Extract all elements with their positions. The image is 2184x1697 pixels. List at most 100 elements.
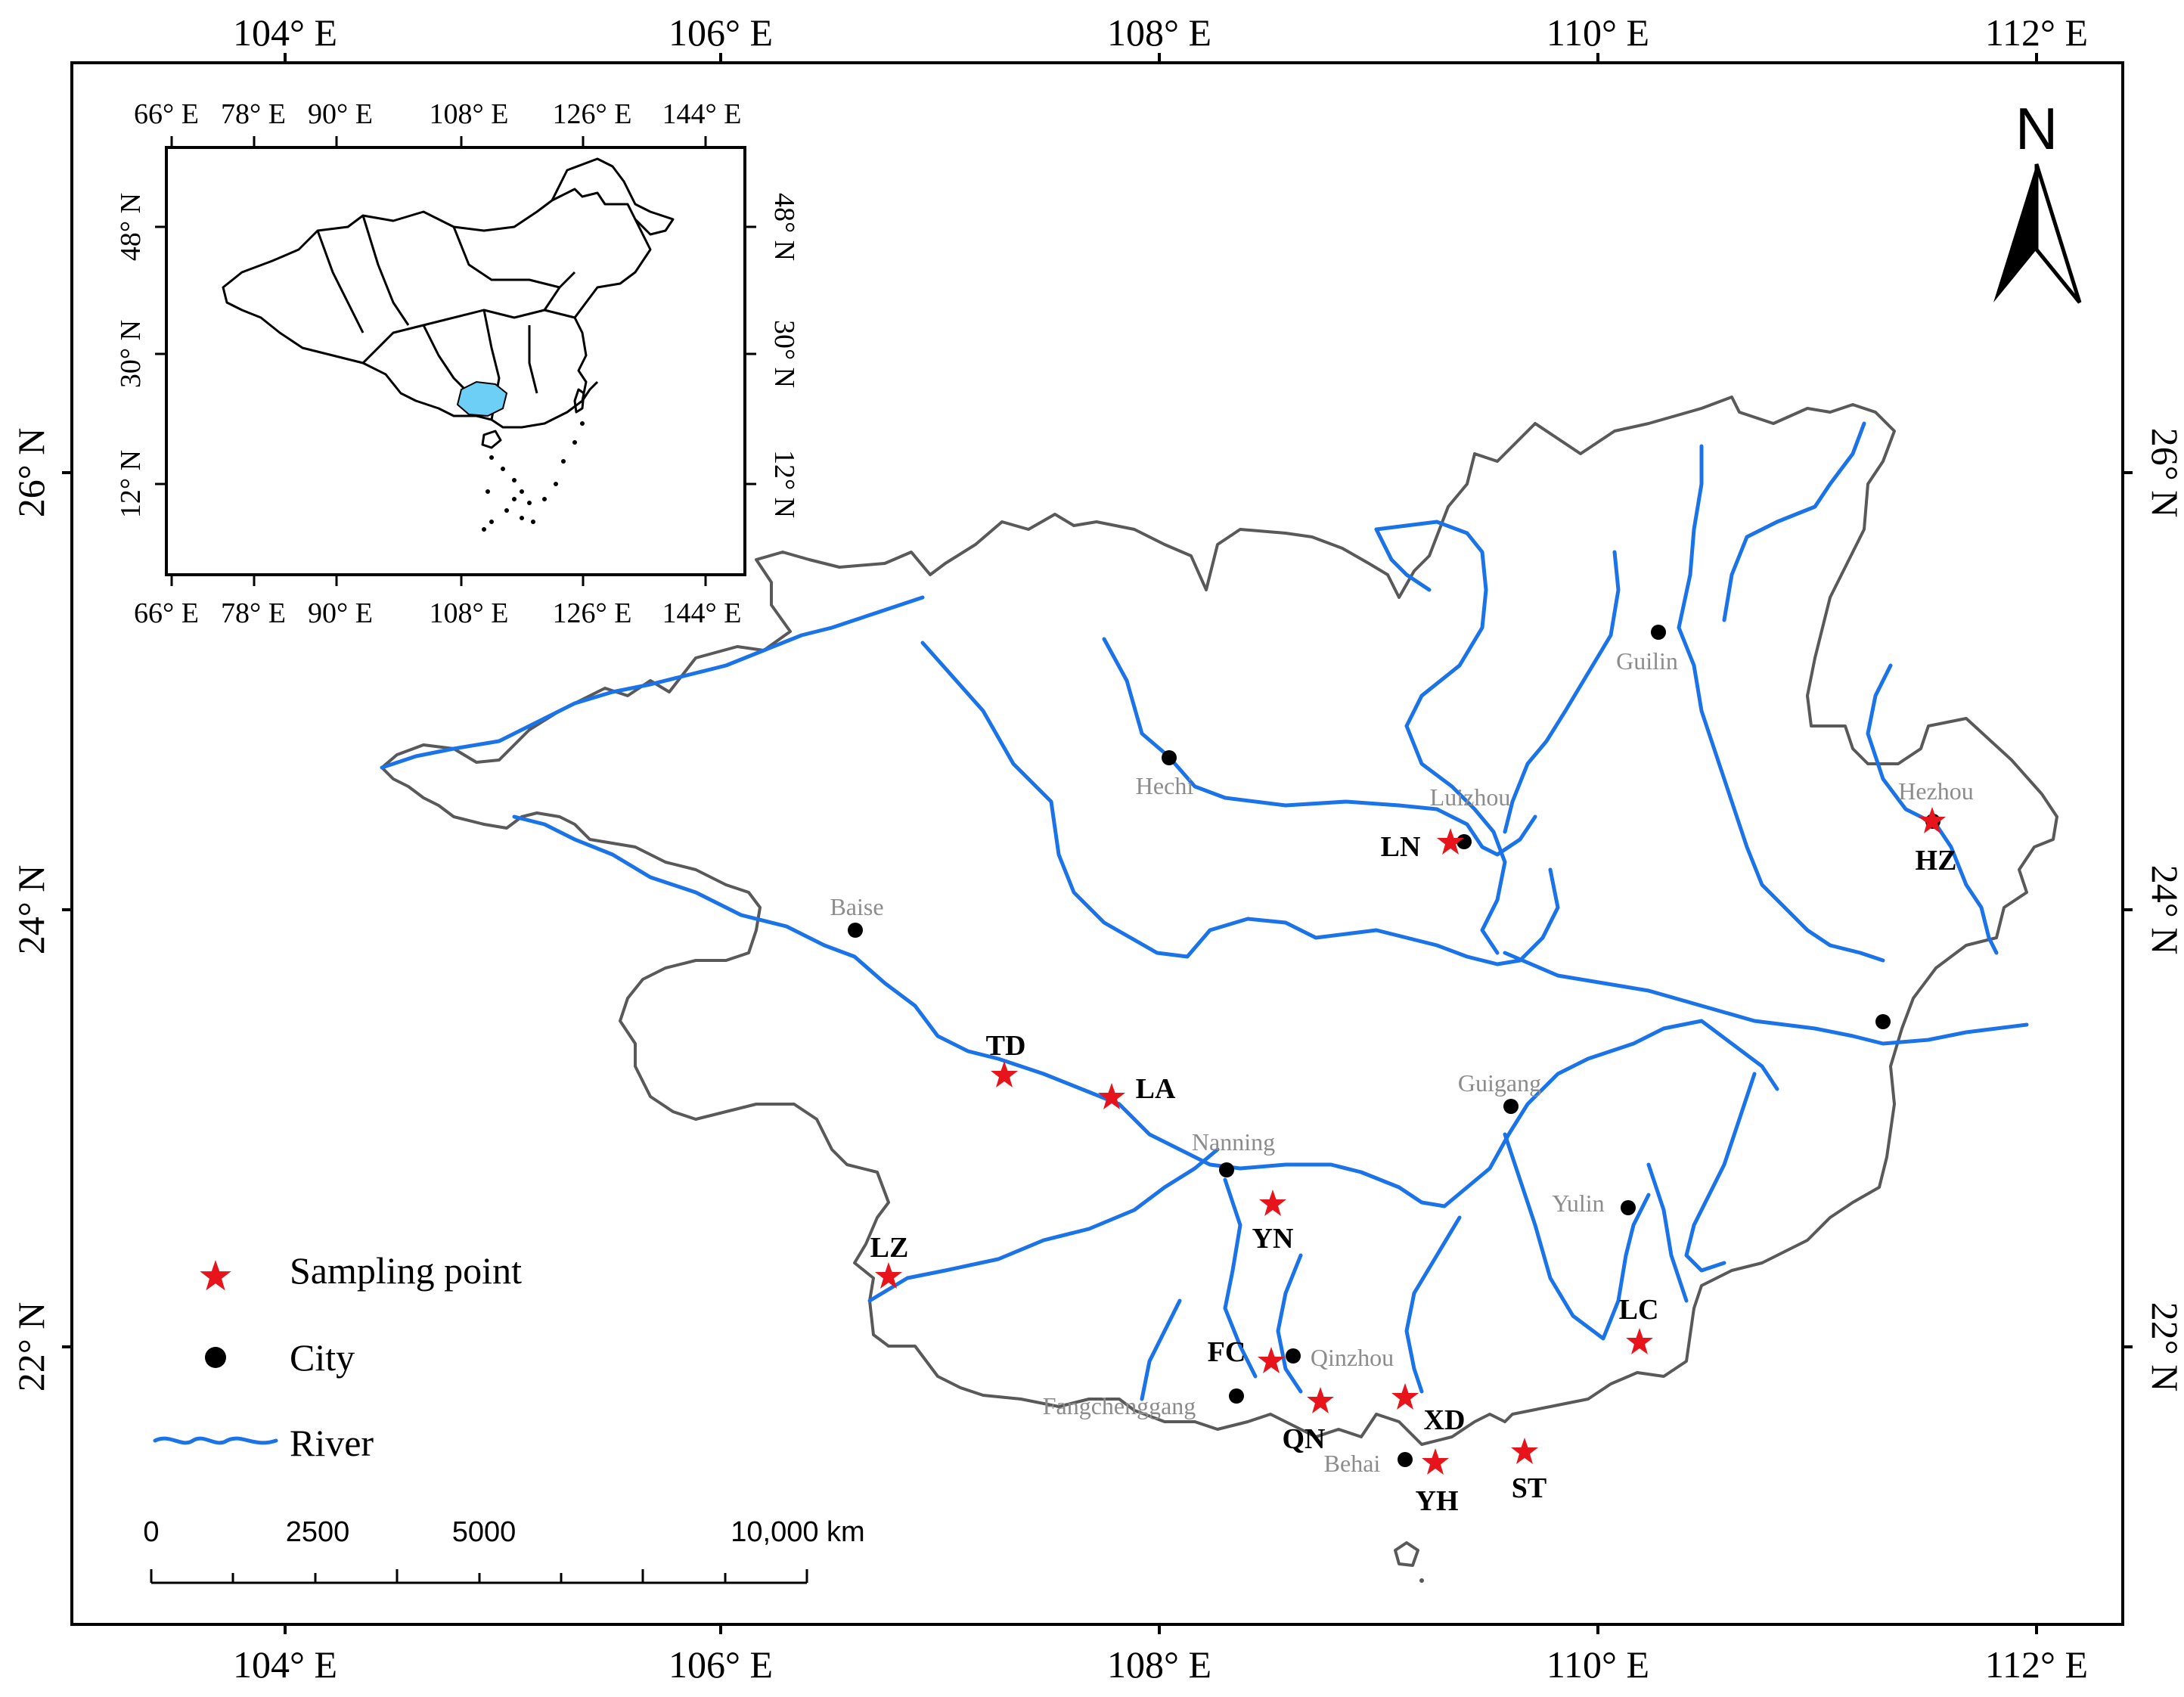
- city-label: Hechi: [1136, 772, 1194, 799]
- bottom-lon-labels: 104° E 106° E 108° E 110° E 112° E: [233, 1643, 2088, 1686]
- lat-label-right: 22° N: [2144, 1302, 2184, 1392]
- city-dot-nanning: [1219, 1162, 1234, 1177]
- river-xijiang-east: [1503, 951, 2029, 1046]
- city-dot-qinzhou: [1286, 1348, 1301, 1363]
- site-label: HZ: [1916, 845, 1957, 876]
- scale-label: 10,000 km: [731, 1516, 864, 1548]
- inset-lat-label: 12° N: [768, 450, 800, 518]
- inset-hainan: [481, 430, 502, 449]
- river-youjiang: [512, 814, 1288, 1171]
- site-label: ST: [1512, 1472, 1546, 1504]
- city-dot-baise: [848, 923, 863, 938]
- city-labels: Guilin Hechi Luizhou Hezhou Baise Guigan…: [830, 647, 1973, 1477]
- river-hongshui: [920, 641, 1560, 966]
- site-label: LN: [1381, 831, 1421, 863]
- inset-bottom-labels: 66° E 78° E 90° E 108° E 126° E 144° E: [134, 597, 741, 629]
- lon-label-bottom: 108° E: [1107, 1643, 1211, 1686]
- site-label: LA: [1136, 1073, 1176, 1105]
- inset-frame: [165, 146, 746, 576]
- city-dot-fangchenggang: [1229, 1388, 1244, 1404]
- river-liujiang-west: [1374, 527, 1432, 592]
- lon-label-bottom: 104° E: [233, 1643, 337, 1686]
- lon-label-top: 106° E: [669, 11, 773, 54]
- scale-bar: 0 2500 5000 10,000 km: [143, 1516, 865, 1584]
- river-maoling: [1276, 1253, 1303, 1394]
- city-dot-wuzhou: [1875, 1014, 1891, 1029]
- inset-guangxi-highlight: [456, 380, 508, 417]
- right-lat-labels: 26° N 24° N 22° N: [2144, 428, 2184, 1392]
- lat-label-left: 22° N: [10, 1302, 52, 1392]
- north-arrow-icon: [1993, 164, 2037, 302]
- sampling-star-lc: [1626, 1328, 1653, 1354]
- city-dot-guilin: [1651, 625, 1666, 640]
- river-east: [1722, 421, 1866, 622]
- scale-label: 5000: [452, 1516, 517, 1548]
- inset-lon-label: 78° E: [221, 98, 286, 130]
- river-nanliu: [1646, 1162, 1689, 1303]
- city-label: Nanning: [1192, 1128, 1275, 1156]
- site-label: YN: [1252, 1223, 1294, 1255]
- sampling-labels: LN HZ TD LA YN LZ FC QN XD LC YH ST: [870, 831, 1957, 1517]
- lon-label-top: 108° E: [1107, 11, 1211, 54]
- inset-lon-label: 126° E: [553, 597, 632, 629]
- city-label: Guigang: [1458, 1069, 1541, 1097]
- china-northeast: [551, 157, 675, 236]
- inset-lon-label: 90° E: [308, 597, 373, 629]
- river-yulin: [1503, 1132, 1651, 1341]
- river-xijiang-north: [380, 595, 925, 770]
- lon-label-bottom: 106° E: [669, 1643, 773, 1686]
- top-ticks: [62, 53, 2133, 1634]
- inset-coast-north: [581, 380, 599, 402]
- inset-lat-label: 48° N: [115, 193, 147, 261]
- lon-label-bottom: 112° E: [1985, 1643, 2088, 1686]
- lon-label-top: 104° E: [233, 11, 337, 54]
- scale-label: 2500: [286, 1516, 350, 1548]
- site-label: LZ: [870, 1232, 909, 1264]
- inset-lon-label: 108° E: [430, 597, 509, 629]
- city-label: Baise: [830, 893, 883, 920]
- site-label: QN: [1283, 1423, 1326, 1455]
- legend-label-river: River: [290, 1422, 374, 1464]
- china-outline: [222, 188, 652, 429]
- city-dot-behai: [1398, 1452, 1413, 1467]
- inset-right-labels: 48° N 30° N 12° N: [768, 193, 800, 518]
- sampling-star-xd: [1391, 1383, 1419, 1410]
- inset-lon-label: 126° E: [553, 98, 632, 130]
- site-label: TD: [986, 1030, 1026, 1062]
- legend-label-city: City: [290, 1336, 355, 1379]
- inset-islands: [482, 421, 585, 532]
- river-east-south: [1684, 1072, 1757, 1273]
- city-dot-guigang: [1503, 1099, 1519, 1114]
- site-label: YH: [1416, 1485, 1459, 1517]
- inset-lat-label: 48° N: [768, 193, 800, 261]
- site-label: LC: [1619, 1294, 1659, 1326]
- sampling-star-st: [1511, 1438, 1538, 1464]
- left-lat-labels: 26° N 24° N 22° N: [10, 428, 52, 1392]
- province-lines: [316, 215, 576, 420]
- inset-map: 66° E 78° E 90° E 108° E 126° E 144° E 6…: [115, 98, 800, 629]
- inset-taiwan: [573, 388, 585, 414]
- legend-city-dot-icon: [205, 1347, 226, 1368]
- river-guilin: [1503, 550, 1621, 834]
- site-label: XD: [1424, 1404, 1466, 1436]
- city-label: Luizhou: [1430, 783, 1511, 811]
- inset-lon-label: 90° E: [308, 98, 373, 130]
- inset-left-labels: 48° N 30° N 12° N: [115, 193, 147, 518]
- sampling-star-qn: [1307, 1387, 1334, 1413]
- inset-lon-label: 108° E: [430, 98, 509, 130]
- sampling-star-yn: [1259, 1190, 1286, 1216]
- lon-label-bottom: 110° E: [1546, 1643, 1649, 1686]
- city-label: Hezhou: [1898, 777, 1974, 805]
- rivers: [380, 421, 2029, 1401]
- city-label: Behai: [1324, 1450, 1381, 1477]
- river-hechi: [1102, 637, 1537, 857]
- north-arrow: N: [1993, 95, 2082, 304]
- island: [1394, 1541, 1419, 1567]
- legend-star-icon: [200, 1260, 231, 1291]
- inset-ticks: [155, 136, 756, 586]
- inset-lon-label: 144° E: [662, 98, 742, 130]
- scale-label: 0: [143, 1516, 159, 1548]
- site-label: FC: [1208, 1336, 1246, 1368]
- legend: Sampling point City River: [153, 1249, 522, 1464]
